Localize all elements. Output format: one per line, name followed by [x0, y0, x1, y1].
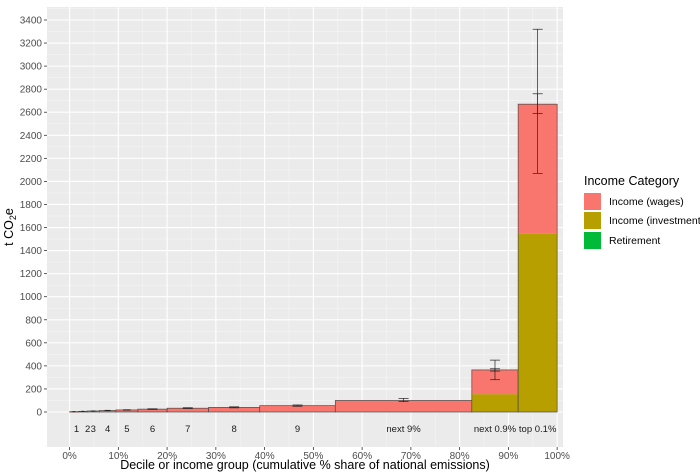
bar-investment — [471, 394, 519, 412]
y-tick-label: 0 — [36, 408, 42, 419]
bar-wages — [137, 409, 168, 412]
group-label: 9 — [295, 424, 300, 435]
y-tick-label: 1000 — [20, 292, 43, 303]
x-axis-title: Decile or income group (cumulative % sha… — [120, 458, 490, 472]
group-label: 8 — [231, 424, 236, 435]
y-tick-label: 400 — [25, 361, 42, 372]
legend-label-retirement: Retirement — [609, 235, 660, 247]
bar-wages — [335, 400, 472, 412]
y-tick-label: 600 — [25, 338, 42, 349]
group-label: 4 — [105, 424, 110, 435]
x-tick-label: 60% — [352, 451, 372, 462]
y-tick-label: 3200 — [20, 39, 43, 50]
y-tick-label: 3400 — [20, 16, 43, 27]
x-axis-ticks: 0% 10% 20% 30% 40% 50% 60% 70% 80% 90% 100% — [62, 447, 570, 462]
bar-wages — [167, 408, 209, 412]
y-tick-label: 2000 — [20, 177, 43, 188]
legend: Income Category Income (wages) Income (i… — [584, 174, 700, 249]
y-tick-label: 1600 — [20, 223, 43, 234]
y-axis-ticks: 0 200 400 600 800 1000 1200 1400 1600 1800 2000 220… — [20, 16, 47, 419]
x-tick-label: 0% — [62, 451, 77, 462]
bar-wages — [208, 407, 260, 412]
group-label: 6 — [150, 424, 155, 435]
y-tick-label: 200 — [25, 384, 42, 395]
x-tick-label: 90% — [498, 451, 518, 462]
bar-wages — [87, 410, 100, 412]
bar-investment — [518, 233, 558, 412]
legend-key-wages — [584, 193, 601, 210]
bar-wages — [259, 405, 336, 412]
svg-text:t CO2e: t CO2e — [2, 208, 18, 246]
x-tick-label: 50% — [303, 451, 323, 462]
bar-wages — [115, 409, 138, 412]
y-tick-label: 3000 — [20, 62, 43, 73]
x-tick-label: 40% — [255, 451, 275, 462]
legend-key-investment — [584, 212, 601, 229]
y-tick-label: 2200 — [20, 154, 43, 165]
group-label: 3 — [91, 424, 96, 435]
group-label: 5 — [124, 424, 129, 435]
group-label: next 0.9% — [474, 424, 517, 435]
y-tick-label: 1200 — [20, 269, 43, 280]
group-label: top 0.1% — [519, 424, 557, 435]
bars — [69, 103, 558, 413]
legend-label-investment: Income (investment) — [609, 215, 700, 227]
x-tick-label: 100% — [544, 451, 570, 462]
grid-major — [47, 7, 563, 447]
x-tick-label: 20% — [157, 451, 177, 462]
y-tick-label: 800 — [25, 315, 42, 326]
y-tick-label: 2600 — [20, 108, 43, 119]
x-tick-label: 10% — [108, 451, 128, 462]
group-label: 2 — [85, 424, 90, 435]
x-tick-label: 70% — [401, 451, 421, 462]
group-label: 7 — [185, 424, 190, 435]
legend-title: Income Category — [584, 174, 680, 188]
y-tick-label: 1400 — [20, 246, 43, 257]
legend-label-wages: Income (wages) — [609, 196, 684, 208]
group-label: next 9% — [386, 424, 421, 435]
group-label: 1 — [74, 424, 79, 435]
x-tick-label: 30% — [206, 451, 226, 462]
error-bars — [72, 28, 543, 413]
y-tick-label: 2800 — [20, 85, 43, 96]
bar-wages — [99, 410, 116, 412]
y-axis-title-main: t CO — [2, 220, 16, 246]
y-tick-label: 1800 — [20, 200, 43, 211]
y-axis-title-end: e — [2, 208, 16, 215]
y-axis-title-sub: 2 — [8, 215, 18, 220]
y-axis-title: t CO2e — [2, 208, 18, 246]
y-tick-label: 2400 — [20, 131, 43, 142]
x-tick-label: 80% — [450, 451, 470, 462]
group-labels: 1 2 3 4 5 6 7 8 9 next 9% next 0.9% top 0.1% — [74, 424, 557, 435]
legend-key-retirement — [584, 232, 601, 249]
